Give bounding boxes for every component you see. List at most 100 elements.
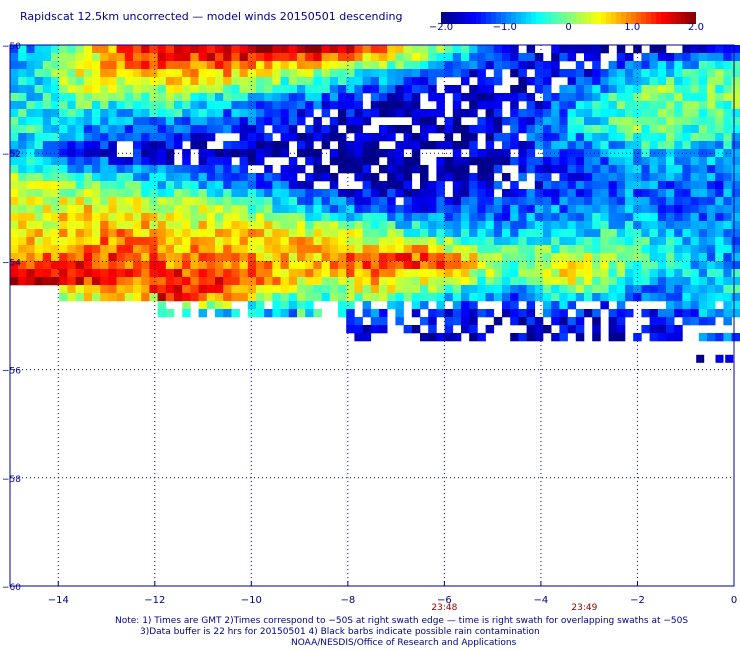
heatmap-cell <box>707 253 716 262</box>
heatmap-cell <box>124 101 134 110</box>
heatmap-cell <box>420 77 429 86</box>
x-tick-label: −14 <box>48 595 69 606</box>
heatmap-cell <box>174 261 183 270</box>
heatmap-cell <box>649 189 659 198</box>
heatmap-cell <box>493 157 503 166</box>
heatmap-cell <box>411 93 421 102</box>
heatmap-cell <box>354 277 363 286</box>
heatmap-cell <box>657 173 667 182</box>
heatmap-cell <box>575 237 585 246</box>
heatmap-cell <box>51 237 60 246</box>
heatmap-cell <box>34 269 44 278</box>
heatmap-cell <box>124 93 134 102</box>
heatmap-cell <box>551 269 560 278</box>
heatmap-cell <box>567 173 577 182</box>
heatmap-cell <box>666 333 675 342</box>
heatmap-cell <box>223 85 232 94</box>
heatmap-cell <box>149 141 158 150</box>
heatmap-cell <box>280 133 290 142</box>
heatmap-cell <box>362 333 372 342</box>
heatmap-cell <box>116 133 126 142</box>
heatmap-cell <box>329 53 339 62</box>
heatmap-cell <box>354 61 363 70</box>
heatmap-cell <box>83 69 93 78</box>
heatmap-cell <box>256 309 265 318</box>
heatmap-cell <box>288 197 298 206</box>
heatmap-cell <box>616 269 626 278</box>
colorbar-swatch <box>661 12 667 24</box>
heatmap-cell <box>190 253 199 262</box>
heatmap-cell <box>231 293 240 302</box>
heatmap-cell <box>592 165 601 174</box>
heatmap-cell <box>715 109 724 118</box>
heatmap-cell <box>559 101 568 110</box>
heatmap-cell <box>616 133 626 142</box>
heatmap-cell <box>34 213 44 222</box>
heatmap-cell <box>502 173 511 182</box>
heatmap-cell <box>584 197 593 206</box>
heatmap-cell <box>362 117 372 126</box>
heatmap-cell <box>223 229 232 238</box>
heatmap-cell <box>75 293 85 302</box>
heatmap-cell <box>592 85 601 94</box>
heatmap-cell <box>674 61 683 70</box>
heatmap-cell <box>75 85 85 94</box>
heatmap-cell <box>469 221 478 230</box>
heatmap-cell <box>616 77 626 86</box>
heatmap-cell <box>329 293 339 302</box>
heatmap-cell <box>502 205 511 214</box>
heatmap-cell <box>149 45 158 54</box>
heatmap-cell <box>674 237 683 246</box>
heatmap-cell <box>206 93 216 102</box>
heatmap-cell <box>600 93 609 102</box>
heatmap-cell <box>731 157 740 166</box>
heatmap-cell <box>649 61 659 70</box>
heatmap-cell <box>149 69 158 78</box>
heatmap-cell <box>157 149 167 158</box>
heatmap-cell <box>34 109 44 118</box>
heatmap-cell <box>59 237 68 246</box>
heatmap-cell <box>608 117 618 126</box>
heatmap-cell <box>379 205 388 214</box>
heatmap-cell <box>264 197 273 206</box>
heatmap-cell <box>100 77 109 86</box>
heatmap-cell <box>403 237 413 246</box>
heatmap-cell <box>157 173 167 182</box>
heatmap-cell <box>329 245 339 254</box>
heatmap-cell <box>723 229 732 238</box>
heatmap-cell <box>444 85 454 94</box>
heatmap-cell <box>206 61 216 70</box>
heatmap-cell <box>59 165 68 174</box>
heatmap-cell <box>165 261 175 270</box>
heatmap-cell <box>477 165 486 174</box>
heatmap-cell <box>18 141 27 150</box>
heatmap-cell <box>682 269 691 278</box>
heatmap-cell <box>567 149 577 158</box>
heatmap-cell <box>403 165 413 174</box>
heatmap-cell <box>444 285 454 294</box>
heatmap-cell <box>584 101 593 110</box>
heatmap-cell <box>551 261 560 270</box>
heatmap-cell <box>141 269 150 278</box>
heatmap-cell <box>51 181 60 190</box>
heatmap-cell <box>223 101 232 110</box>
heatmap-cell <box>690 301 700 310</box>
heatmap-cell <box>59 45 68 54</box>
heatmap-cell <box>165 61 175 70</box>
heatmap-cell <box>18 237 27 246</box>
heatmap-cell <box>280 189 290 198</box>
heatmap-cell <box>707 285 716 294</box>
heatmap-cell <box>26 261 35 270</box>
heatmap-cell <box>75 213 85 222</box>
heatmap-cell <box>723 205 732 214</box>
heatmap-cell <box>116 205 126 214</box>
heatmap-cell <box>395 149 404 158</box>
heatmap-cell <box>354 93 363 102</box>
heatmap-cell <box>182 61 191 70</box>
heatmap-cell <box>698 109 708 118</box>
heatmap-cell <box>616 69 626 78</box>
heatmap-cell <box>206 301 216 310</box>
heatmap-cell <box>362 109 372 118</box>
heatmap-cell <box>534 253 544 262</box>
heatmap-cell <box>411 133 421 142</box>
